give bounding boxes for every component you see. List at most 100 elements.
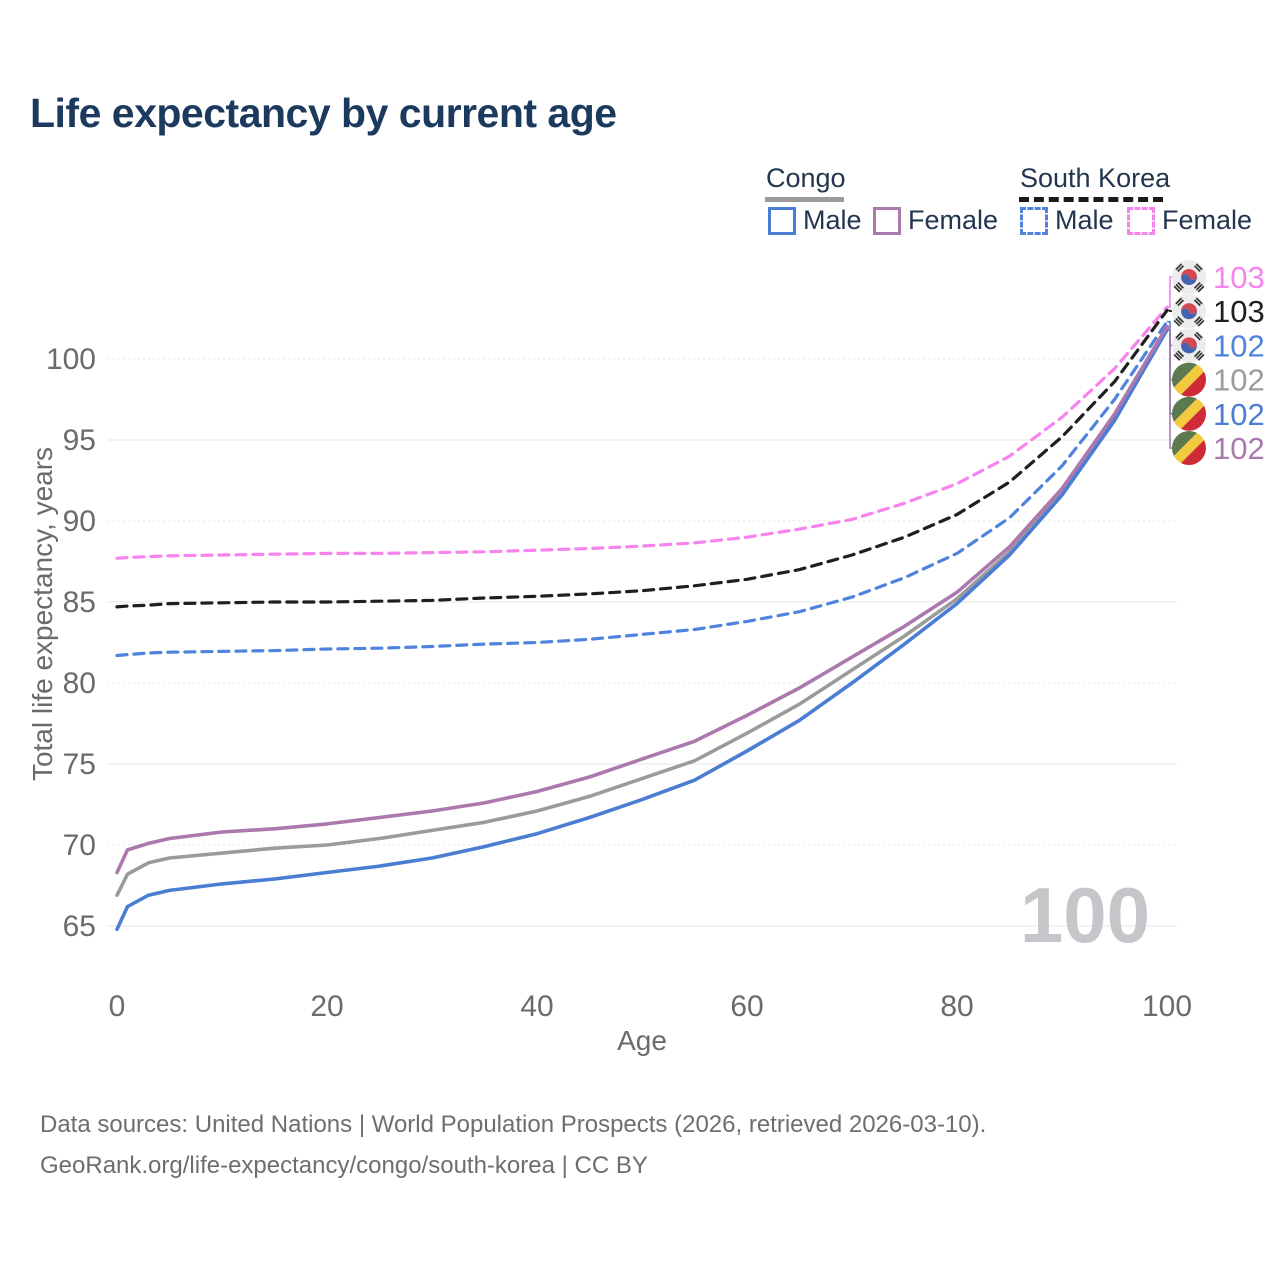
y-tick-label-80: 80 — [63, 667, 96, 700]
page-title: Life expectancy by current age — [30, 90, 617, 136]
legend-label: Female — [908, 205, 999, 235]
trigram-bar — [1195, 317, 1203, 325]
stripe-yellow — [1171, 430, 1207, 466]
flag-south-korea-icon — [1172, 328, 1206, 363]
legend-label: Male — [803, 205, 862, 235]
legend-congo-line-sample — [765, 197, 844, 202]
trigram-bar — [1197, 354, 1205, 361]
trigram-bar — [1177, 281, 1185, 289]
trigram-bar — [1193, 350, 1201, 358]
taegeuk-red — [1181, 337, 1197, 349]
x-tick-label-20: 20 — [310, 990, 343, 1023]
trigram — [1173, 316, 1185, 327]
series-line-sk-total[interactable] — [115, 308, 1169, 609]
flag-south-korea-icon — [1172, 294, 1206, 329]
end-label-sk-male: 102 — [1213, 328, 1265, 363]
trigram-bar — [1177, 316, 1185, 324]
trigram-bar — [1175, 331, 1183, 339]
trigram-bar — [1195, 263, 1203, 271]
end-label-congo-total: 102 — [1213, 363, 1265, 398]
trigram-bar — [1173, 319, 1181, 327]
legend-label: Female — [1162, 205, 1253, 235]
trigram-bar — [1195, 297, 1203, 305]
end-label-sk-total: 103 — [1213, 294, 1265, 329]
legend-item-congo-male[interactable]: Male — [768, 205, 862, 236]
trigram-bar — [1193, 316, 1201, 324]
legend-item-south-korea-female[interactable]: Female — [1127, 205, 1252, 236]
y-tick-label-70: 70 — [63, 829, 96, 862]
end-label-congo-female: 102 — [1213, 431, 1265, 466]
series-line-congo-male[interactable] — [115, 327, 1169, 932]
trigram-bar — [1175, 263, 1183, 271]
series-line-congo-total[interactable] — [115, 326, 1169, 898]
taegeuk-blue — [1181, 274, 1197, 285]
trigram-bar — [1193, 333, 1201, 341]
trigram — [1193, 331, 1203, 341]
x-tick-label-100: 100 — [1142, 990, 1192, 1023]
trigram — [1193, 297, 1203, 307]
trigram — [1193, 263, 1203, 273]
trigram — [1193, 281, 1205, 293]
trigram — [1173, 350, 1185, 361]
taegeuk — [1181, 269, 1197, 285]
congo-female-swatch — [873, 206, 901, 235]
trigram-bar — [1193, 299, 1201, 307]
trigram — [1193, 350, 1205, 361]
attribution-link-text[interactable]: GeoRank.org/life-expectancy/congo/south-… — [40, 1152, 648, 1179]
x-axis-label: Age — [617, 1025, 667, 1056]
taegeuk-red — [1181, 303, 1197, 314]
legend-item-south-korea-male[interactable]: Male — [1020, 205, 1114, 236]
series-line-sk-male[interactable] — [115, 320, 1169, 658]
x-tick-label-60: 60 — [730, 990, 763, 1023]
trigram-bar — [1197, 285, 1205, 293]
y-tick-label-85: 85 — [63, 586, 96, 619]
end-connector-congo-female — [1167, 325, 1174, 449]
trigram-bar — [1177, 265, 1185, 273]
trigram-bar — [1173, 354, 1181, 361]
trigram-bar — [1195, 331, 1203, 339]
end-label-congo-male: 102 — [1213, 397, 1265, 432]
trigram-bar — [1177, 350, 1185, 358]
trigram-bar — [1195, 283, 1203, 291]
taegeuk-red — [1181, 269, 1197, 280]
legend-south-korea-line-sample — [1019, 197, 1163, 202]
legend-group-congo: Congo — [766, 163, 846, 193]
trigram-bar — [1177, 333, 1185, 341]
y-tick-label-100: 100 — [46, 343, 96, 376]
trigram-bar — [1177, 299, 1185, 307]
trigram-bar — [1175, 352, 1183, 360]
y-tick-label-95: 95 — [63, 424, 96, 457]
trigram-bar — [1195, 352, 1203, 360]
y-tick-label-65: 65 — [63, 910, 96, 943]
trigram-bar — [1197, 319, 1205, 327]
stripe-yellow — [1171, 396, 1207, 432]
taegeuk-blue — [1181, 308, 1197, 320]
south-korea-female-swatch — [1127, 206, 1155, 235]
taegeuk-blue — [1181, 342, 1197, 354]
series-line-congo-female[interactable] — [115, 324, 1169, 875]
y-tick-label-75: 75 — [63, 748, 96, 781]
south-korea-male-swatch — [1020, 206, 1048, 235]
x-tick-label-40: 40 — [520, 990, 553, 1023]
trigram-bar — [1193, 265, 1201, 273]
legend-group-south-korea: South Korea — [1020, 163, 1171, 193]
series-line-sk-female[interactable] — [115, 305, 1169, 560]
x-tick-label-80: 80 — [940, 990, 973, 1023]
trigram-bar — [1175, 297, 1183, 305]
congo-male-swatch — [768, 206, 796, 235]
stripe-yellow — [1171, 361, 1207, 398]
legend-label: Male — [1055, 205, 1114, 235]
trigram — [1193, 316, 1205, 327]
trigram-bar — [1173, 285, 1181, 293]
end-label-sk-female: 103 — [1213, 260, 1265, 295]
age-watermark: 100 — [1020, 871, 1150, 959]
taegeuk — [1181, 337, 1197, 354]
flag-south-korea-icon — [1172, 260, 1206, 294]
trigram-bar — [1175, 283, 1183, 291]
data-sources-text: Data sources: United Nations | World Pop… — [40, 1111, 987, 1138]
trigram — [1175, 331, 1185, 341]
x-tick-label-0: 0 — [109, 990, 126, 1023]
legend-item-congo-female[interactable]: Female — [873, 205, 998, 236]
footer: Data sources: United Nations | World Pop… — [40, 1104, 986, 1186]
